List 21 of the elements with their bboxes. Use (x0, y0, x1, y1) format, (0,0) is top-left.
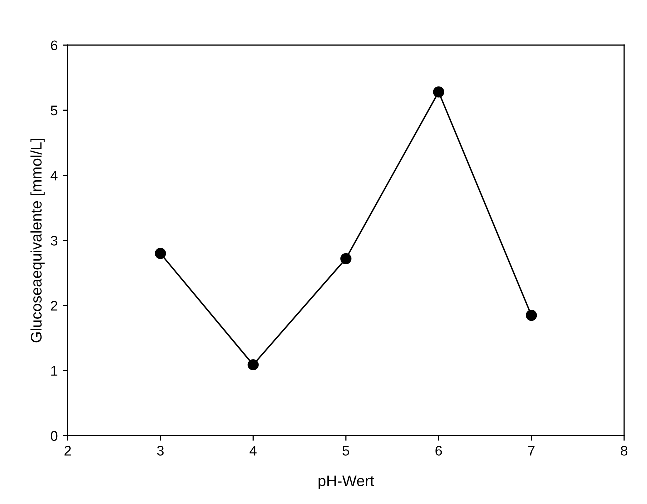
y-axis-title: Glucoseaequivalente [mmol/L] (30, 138, 45, 343)
x-tick-label: 7 (528, 446, 535, 456)
x-tick-label: 8 (621, 446, 628, 456)
y-tick-label: 5 (51, 106, 58, 116)
y-tick-label: 4 (50, 171, 58, 181)
x-axis-title: pH-Wert (318, 476, 374, 490)
point (526, 310, 538, 322)
y-tick-label: 2 (51, 301, 58, 311)
y-tick-label: 6 (51, 40, 58, 51)
point (433, 86, 444, 98)
y-tick-label: 3 (51, 236, 58, 246)
y-tick-label: 1 (52, 366, 58, 376)
x-tick-label: 2 (64, 446, 72, 456)
x-tick-label: 6 (436, 446, 442, 456)
x-tick-label: 4 (250, 446, 257, 456)
point (340, 253, 352, 264)
x-tick-label: 3 (157, 446, 164, 456)
point (248, 359, 259, 371)
point (155, 248, 166, 260)
x-tick-label: 5 (342, 446, 350, 456)
y-tick-label: 0 (51, 431, 58, 442)
